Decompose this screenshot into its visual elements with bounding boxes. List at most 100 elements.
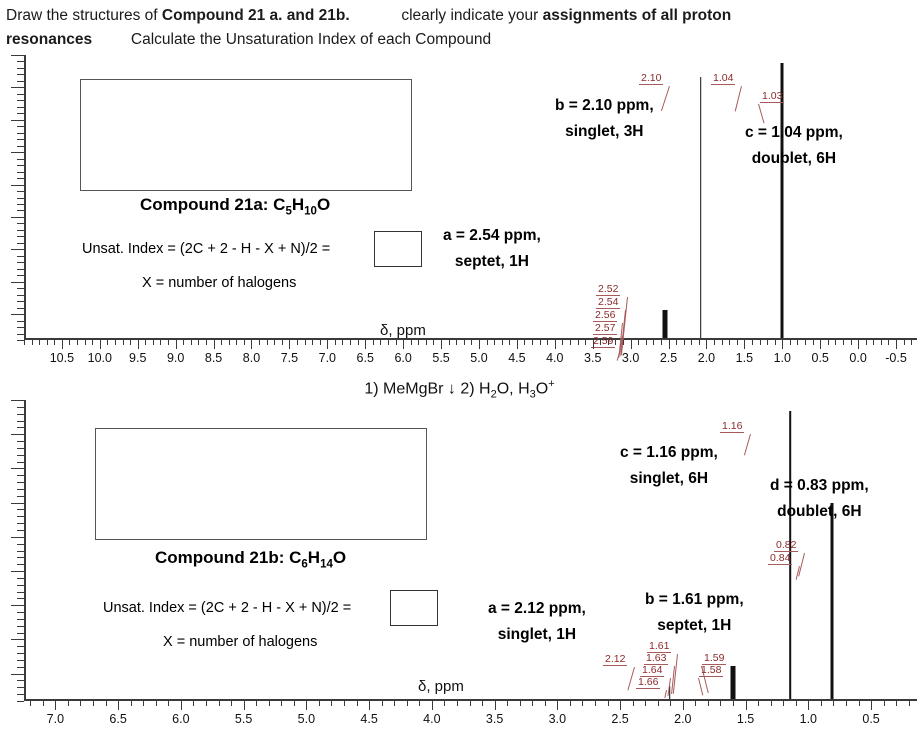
x-axis-major-tick xyxy=(494,701,496,710)
spectrum-peak-b xyxy=(730,666,736,699)
x-axis-major-tick xyxy=(620,701,622,710)
y-axis-minor-tick xyxy=(17,659,24,661)
unsat-index-formula-b: Unsat. Index = (2C + 2 - H - X + N)/2 = xyxy=(103,600,352,616)
y-axis-minor-tick xyxy=(17,268,24,270)
unsat-index-answer-box-a[interactable] xyxy=(374,231,422,267)
peak-assignment-c: c = 1.04 ppm, doublet, 6H xyxy=(745,120,843,172)
y-axis-rail-2 xyxy=(0,400,24,702)
x-axis-minor-tick xyxy=(266,340,268,345)
peak-assignment-c: c = 1.16 ppm, singlet, 6H xyxy=(620,440,718,492)
y-axis-minor-tick xyxy=(17,523,24,525)
x-axis-minor-tick xyxy=(312,340,314,345)
x-axis-minor-tick xyxy=(858,701,860,706)
reaction-charge: + xyxy=(548,378,555,390)
x-axis-minor-tick xyxy=(319,340,321,345)
y-axis-minor-tick xyxy=(17,625,24,627)
x-axis-major-tick xyxy=(820,340,822,349)
x-axis-minor-tick xyxy=(221,340,223,345)
y-axis-minor-tick xyxy=(17,543,24,545)
y-axis-minor-tick xyxy=(17,126,24,128)
reaction-step-2c: O xyxy=(535,380,549,398)
x-axis-major-tick xyxy=(213,340,215,349)
y-axis-minor-tick xyxy=(17,301,24,303)
peak-shift-label: 1.03 xyxy=(760,90,785,103)
x-axis-major-tick xyxy=(118,701,120,710)
x-axis-minor-tick xyxy=(444,701,446,706)
y-axis-major-tick xyxy=(11,605,24,607)
spectrum-peak-b xyxy=(700,76,702,338)
peak-shift-label: 0.82 xyxy=(774,539,799,552)
x-axis-major-tick xyxy=(745,701,747,710)
unsat-index-answer-box-b[interactable] xyxy=(390,590,438,626)
x-axis-tick-label: 4.0 xyxy=(423,712,441,726)
peak-assignment-d: d = 0.83 ppm, doublet, 6H xyxy=(770,473,869,525)
x-axis-minor-tick xyxy=(827,340,829,345)
y-axis-major-tick xyxy=(11,673,24,675)
compound-b-sub-c: 6 xyxy=(301,558,308,571)
compound-b-o: O xyxy=(332,548,347,567)
y-axis-major-tick xyxy=(11,249,24,251)
x-axis-tick-label: 7.0 xyxy=(318,351,337,365)
compound-b-name-pre: Compound 21b: C xyxy=(155,548,302,567)
x-axis-minor-tick xyxy=(31,340,33,345)
y-axis-minor-tick xyxy=(17,406,24,408)
x-axis-minor-tick xyxy=(42,701,44,706)
x-axis-minor-tick xyxy=(903,340,905,345)
x-axis-tick-label: 6.0 xyxy=(172,712,190,726)
x-axis-minor-tick xyxy=(357,340,359,345)
x-axis-minor-tick xyxy=(695,701,697,706)
x-axis-major-tick xyxy=(175,340,177,349)
x-axis-minor-tick xyxy=(268,701,270,706)
assignment-shift-text: c = 1.16 ppm, xyxy=(620,444,718,461)
x-axis-title-2: δ, ppm xyxy=(418,678,464,695)
x-axis-minor-tick xyxy=(198,340,200,345)
x-axis-minor-tick xyxy=(721,340,723,345)
x-axis-minor-tick xyxy=(168,340,170,345)
x-axis-minor-tick xyxy=(281,701,283,706)
x-axis-minor-tick xyxy=(183,340,185,345)
x-axis-minor-tick xyxy=(46,340,48,345)
x-axis-tick-label: 6.0 xyxy=(394,351,412,365)
structure-drawing-box-a[interactable] xyxy=(80,79,412,191)
peak-shift-label: 1.61 xyxy=(647,640,672,653)
y-axis-minor-tick xyxy=(17,288,24,290)
y-axis-minor-tick xyxy=(17,509,24,511)
peak-leader-line xyxy=(743,434,751,456)
x-axis-tick-label: 4.5 xyxy=(360,712,378,726)
structure-drawing-box-b[interactable] xyxy=(95,428,427,540)
y-axis-minor-tick xyxy=(17,612,24,614)
y-axis-minor-tick xyxy=(17,694,24,696)
y-axis-minor-tick xyxy=(17,210,24,212)
instruction-bold-assignments: assignments of all proton xyxy=(542,7,732,24)
y-axis-minor-tick xyxy=(17,413,24,415)
y-axis-minor-tick xyxy=(17,591,24,593)
assignment-shift-text: b = 2.10 ppm, xyxy=(555,97,654,114)
x-axis-major-tick xyxy=(592,340,594,349)
x-axis-major-tick xyxy=(403,340,405,349)
assignment-shift-text: a = 2.54 ppm, xyxy=(443,227,541,244)
y-axis-minor-tick xyxy=(17,275,24,277)
x-axis-major-tick xyxy=(369,701,371,710)
peak-leader-line xyxy=(734,86,742,112)
reaction-conditions: 1) MeMgBr ↓ 2) H2O, H3O+ xyxy=(0,378,919,401)
assignment-shift-text: c = 1.04 ppm, xyxy=(745,124,843,141)
x-axis-minor-tick xyxy=(767,340,769,345)
x-axis-tick-label: 5.0 xyxy=(297,712,316,726)
x-axis-minor-tick xyxy=(24,340,25,345)
peak-shift-label: 1.59 xyxy=(702,652,727,665)
x-axis-minor-tick xyxy=(770,701,772,706)
x-axis-minor-tick xyxy=(93,701,95,706)
x-axis-minor-tick xyxy=(524,340,526,345)
assignment-multiplicity-text: singlet, 3H xyxy=(565,123,644,140)
peak-shift-label: 1.64 xyxy=(640,664,665,677)
x-axis-minor-tick xyxy=(419,701,421,706)
y-axis-major-tick xyxy=(11,281,24,283)
x-axis-minor-tick xyxy=(350,340,352,345)
x-axis-minor-tick xyxy=(812,340,814,345)
spectrum-peak-d xyxy=(830,502,834,699)
x-axis-minor-tick xyxy=(585,340,587,345)
peak-assignment-a: a = 2.54 ppm, septet, 1H xyxy=(443,223,541,275)
y-axis-minor-tick xyxy=(17,74,24,76)
peak-shift-label: 1.66 xyxy=(636,676,661,689)
assignment-multiplicity-text: singlet, 6H xyxy=(629,470,709,487)
